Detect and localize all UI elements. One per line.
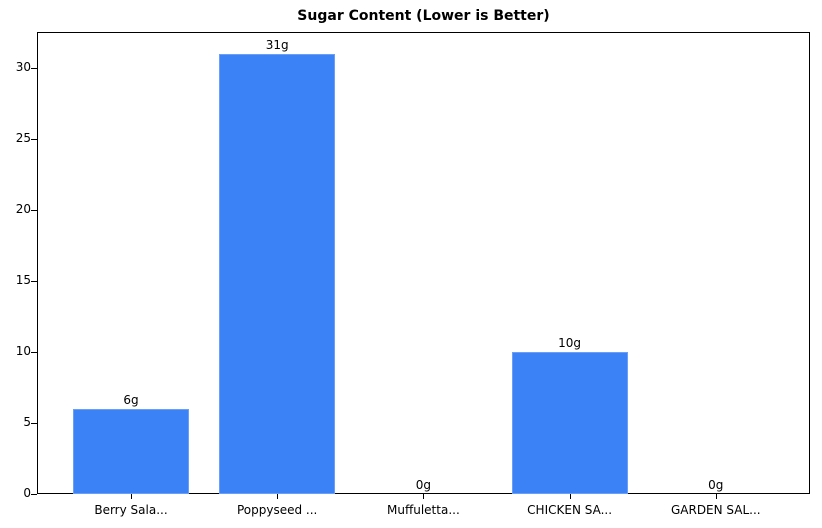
x-tick-label: Muffuletta... [387,503,460,517]
x-tick [569,494,571,499]
bar [219,53,336,494]
y-tick-label: 10 [15,344,31,358]
y-tick-label: 20 [15,202,31,216]
x-tick [423,494,425,499]
y-tick [31,210,37,211]
y-tick [31,281,37,282]
y-tick-label: 5 [23,415,31,429]
x-tick-label: Poppyseed ... [236,503,318,517]
y-tick-label: 0 [23,486,31,500]
x-tick [131,494,132,499]
x-tick-label: Berry Sala... [94,503,168,517]
y-tick [31,494,37,495]
bar [73,408,189,494]
y-tick [31,68,37,69]
y-tick-label: 25 [15,131,31,145]
x-tick-label: GARDEN SAL... [670,503,761,517]
y-tick-label: 30 [15,60,31,74]
bar-value-label: 6g [123,392,139,407]
bar-value-label: 10g [558,336,582,350]
y-tick [31,352,37,353]
bar-value-label: 31g [265,37,289,52]
y-tick-label: 15 [15,273,31,287]
y-tick [31,423,37,424]
chart-title: Sugar Content (Lower is Better) [297,8,550,24]
x-tick-label: CHICKEN SA... [527,503,613,517]
x-tick [277,494,279,499]
plot-area [37,32,810,494]
bar [511,352,628,494]
bar-value-label: 0g [708,478,724,492]
y-tick [31,139,37,140]
x-tick [715,494,717,499]
bar-value-label: 0g [415,478,432,492]
